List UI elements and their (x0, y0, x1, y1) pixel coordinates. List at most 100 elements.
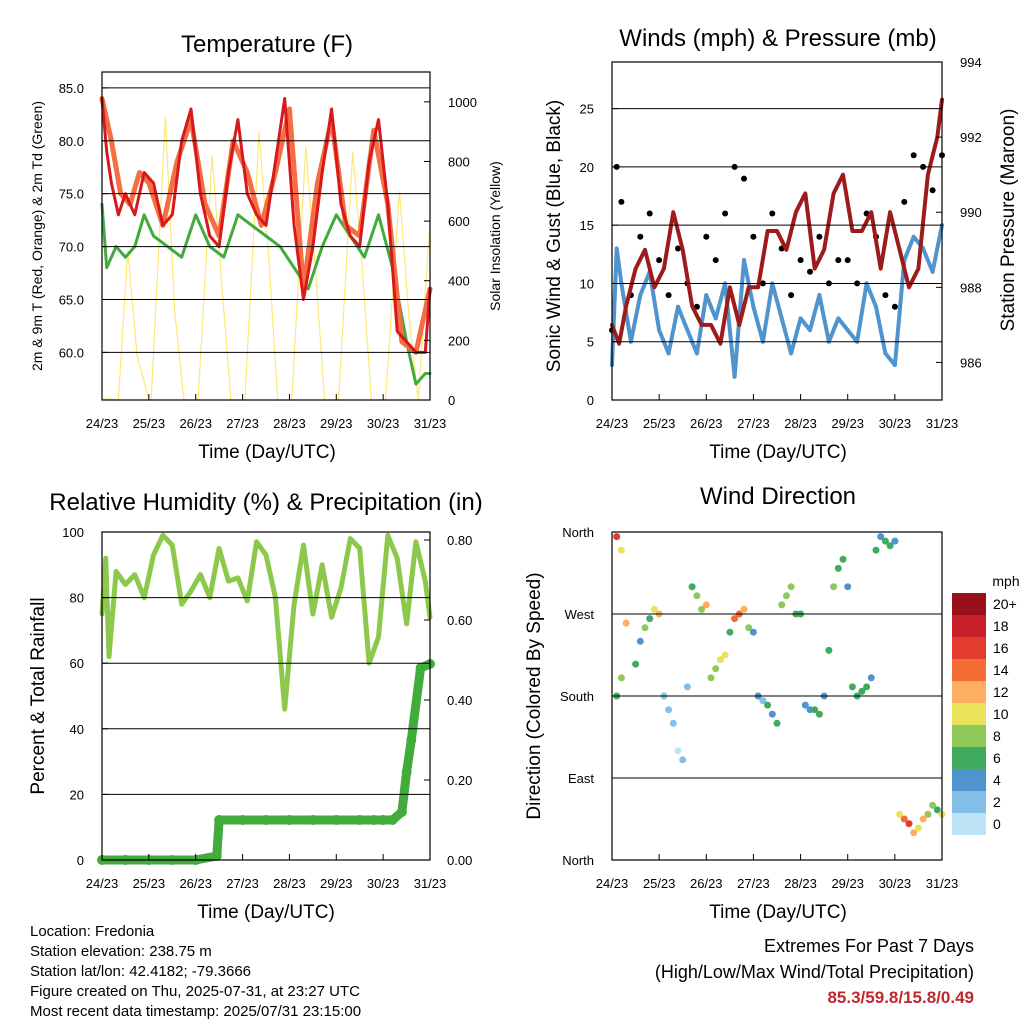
colorbar-label: 4 (993, 772, 1001, 788)
series-point (331, 815, 342, 825)
chart-title: Relative Humidity (%) & Precipitation (i… (49, 489, 482, 516)
chart-temperature: 60.0 65.0 70.0 75.0 80.0 85.0 0 200 400 600 800 100… (29, 31, 503, 463)
series-point (911, 234, 916, 239)
x-tick-label: 30/23 (879, 416, 912, 431)
chart-title: Wind Direction (700, 483, 856, 510)
direction-point (617, 674, 625, 682)
colorbar-label: 2 (993, 794, 1001, 810)
direction-point (815, 710, 823, 718)
x-tick-label: 28/23 (784, 416, 817, 431)
station-info: Location: Fredonia Station elevation: 23… (30, 922, 361, 1022)
direction-point (910, 829, 918, 837)
x-axis-label: Time (Day/UTC) (197, 902, 335, 923)
series-point (656, 257, 663, 264)
series-point (638, 293, 643, 298)
series-point (378, 815, 389, 825)
direction-point (641, 624, 649, 632)
y2-tick-label: 0.60 (447, 613, 472, 628)
y2-tick-label: 0.20 (447, 773, 472, 788)
series-point (769, 210, 776, 217)
y-tick-label: 75.0 (59, 187, 84, 202)
y-tick-label: 10 (580, 276, 594, 291)
series-point (618, 198, 625, 205)
x-tick-label: 29/23 (831, 416, 864, 431)
y-tick-label: 40 (70, 722, 84, 737)
y-tick-label: 5 (587, 335, 594, 350)
direction-point (702, 601, 710, 609)
series-line (610, 97, 944, 346)
direction-point (665, 706, 673, 714)
x-tick-label: 27/23 (737, 876, 770, 891)
series-point (401, 767, 412, 777)
chart-direction: mph 20+ 18 16 14 12 10 8 6 4 2 0 North East South West N… (524, 483, 1020, 923)
series-point (798, 316, 803, 321)
x-tick-label: 27/23 (737, 416, 770, 431)
series-point (685, 328, 690, 333)
x-tick-label: 26/23 (690, 416, 723, 431)
x-tick-label: 28/23 (273, 416, 306, 431)
series-point (816, 233, 823, 240)
x-axis-label: Time (Day/UTC) (709, 442, 847, 463)
series-point (415, 663, 426, 673)
direction-point (881, 537, 889, 545)
direction-point (839, 555, 847, 563)
x-tick-label: 24/23 (86, 416, 119, 431)
series-point (742, 258, 746, 263)
colorbar-swatch (952, 769, 986, 791)
direction-point (919, 815, 927, 823)
extremes-values: 85.3/59.8/15.8/0.49 (827, 988, 974, 1007)
series-point (694, 351, 699, 356)
x-tick-label: 30/23 (879, 876, 912, 891)
x-tick-label: 27/23 (226, 876, 259, 891)
extremes-subtitle: (High/Low/Max Wind/Total Precipitation) (654, 962, 974, 982)
series-point (930, 269, 935, 274)
colorbar-swatch (952, 659, 986, 681)
colorbar-label: 20+ (993, 596, 1017, 612)
direction-point (933, 806, 941, 814)
y-tick-label: 0 (77, 853, 84, 868)
y-tick-label: 25 (580, 102, 594, 117)
series-point (882, 292, 889, 299)
y2-axis-label: Solar Insolation (Yellow) (487, 161, 503, 311)
x-tick-label: 31/23 (414, 876, 447, 891)
series-point (666, 351, 671, 356)
y-tick-label: 60 (70, 656, 84, 671)
direction-point (716, 656, 724, 664)
y2-axis-label: Station Pressure (Maroon) (998, 109, 1019, 332)
series-point (891, 303, 898, 310)
direction-point (683, 683, 691, 691)
direction-point (773, 719, 781, 727)
direction-point (929, 801, 937, 809)
y-tick-label: 15 (580, 218, 594, 233)
colorbar-label: 18 (993, 618, 1009, 634)
y-tick-label: 85.0 (59, 81, 84, 96)
y-axis-label: 2m & 9m T (Red, Orange) & 2m Td (Green) (29, 101, 45, 371)
series-point (892, 363, 897, 367)
series-point (751, 304, 756, 309)
y2-tick-label: 994 (960, 55, 982, 70)
y2-tick-label: 400 (448, 274, 470, 289)
series-point (614, 246, 619, 251)
series-point (406, 735, 417, 745)
direction-point (787, 583, 795, 591)
series-point (835, 257, 842, 264)
direction-point (872, 546, 880, 554)
created-text: Figure created on Thu, 2025-07-31, at 23… (30, 983, 360, 1000)
series-point (354, 815, 365, 825)
direction-point (617, 546, 625, 554)
series-point (901, 198, 908, 205)
direction-point (858, 687, 866, 695)
direction-point (632, 660, 640, 668)
direction-point (834, 564, 842, 572)
series-point (874, 304, 878, 309)
series-point (797, 257, 804, 264)
series-point (307, 815, 318, 825)
series-point (788, 292, 795, 299)
colorbar-swatch (952, 747, 986, 769)
series-point (237, 815, 248, 825)
y2-tick-label: 600 (448, 214, 470, 229)
y2-tick-label: 800 (448, 154, 470, 169)
plot-frame (611, 61, 943, 401)
y2-tick-label: 1000 (448, 95, 477, 110)
